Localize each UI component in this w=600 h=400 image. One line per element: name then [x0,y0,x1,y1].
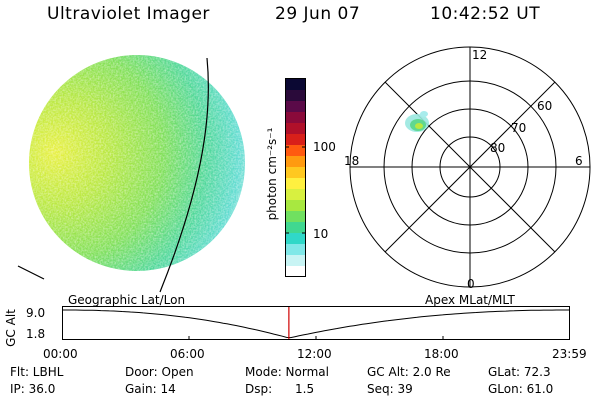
colorbar-tick-100: 100 [313,140,336,154]
colorbar-cell [286,211,305,223]
colorbar-cell [286,156,305,168]
colorbar-cell [286,79,305,91]
colorbar-tick-10: 10 [313,227,329,241]
time-tick-1800: 18:00 [424,347,459,361]
lat-label-80: 80 [490,141,505,155]
colorbar-cell [286,112,305,124]
glat-info: GLat: 72.3 [488,365,551,379]
altitude-max-label: 9.0 [26,306,46,320]
geo-coord-label: Geographic Lat/Lon [68,293,186,307]
gain-info: Gain: 14 [125,382,176,396]
colorbar-cell [286,255,305,267]
color-scale-bar [285,78,306,278]
colorbar-cell [286,178,305,190]
aurora-patch [405,111,429,132]
colorbar-cell [286,233,305,245]
seq-info: Seq: 39 [367,382,413,396]
gc-alt-info: GC Alt: 2.0 Re [367,365,451,379]
colorbar-cell [286,222,305,234]
altitude-curve [63,309,569,339]
altitude-min-label: 1.8 [26,327,46,341]
apex-coord-label: Apex MLat/MLT [425,293,515,307]
colorbar-cell [286,189,305,201]
filter-info: Flt: LBHL [10,365,64,379]
mlt-label-6: 6 [575,154,583,168]
colorbar-cell [286,145,305,157]
door-info: Door: Open [125,365,194,379]
mode-info: Mode: Normal [245,365,329,379]
meridian-diag-b [384,81,556,253]
colorbar-cell [286,134,305,146]
earth-disk-image [17,55,245,293]
colorbar-cell [286,200,305,212]
polar-mlt-plot: 12 18 6 0 60 70 80 [344,46,591,291]
colorbar-cell [286,167,305,179]
mlt-label-12: 12 [472,48,487,62]
colorbar-cell [286,123,305,135]
glon-info: GLon: 61.0 [488,382,554,396]
lat-label-70: 70 [511,121,526,135]
time-tick-0000: 00:00 [43,347,78,361]
observation-time: 10:42:52 UT [430,4,541,24]
lat-label-60: 60 [537,99,552,113]
time-tick-2359: 23:59 [552,347,587,361]
time-tick-0600: 06:00 [170,347,205,361]
colorbar-cell [286,266,305,278]
colorbar-cell [286,90,305,102]
mlt-label-18: 18 [344,154,359,168]
colorbar-cell [286,244,305,256]
colorbar-unit-label: photon cm⁻²s⁻¹ [265,127,279,221]
dsp-info: Dsp: 1.5 [245,382,315,396]
instrument-title: Ultraviolet Imager [47,4,210,24]
mlt-label-0: 0 [467,277,475,291]
limb-tick [17,265,45,280]
terminator-line [159,57,209,293]
orbit-timeline [62,306,570,340]
time-tick-1200: 12:00 [297,347,332,361]
ip-info: IP: 36.0 [10,382,56,396]
colorbar-cell [286,101,305,113]
observation-date: 29 Jun 07 [275,4,361,24]
